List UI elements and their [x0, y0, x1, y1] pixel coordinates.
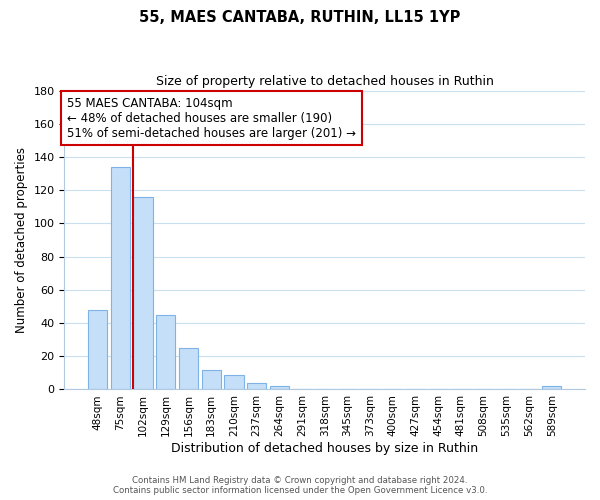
Text: Contains HM Land Registry data © Crown copyright and database right 2024.
Contai: Contains HM Land Registry data © Crown c… [113, 476, 487, 495]
X-axis label: Distribution of detached houses by size in Ruthin: Distribution of detached houses by size … [171, 442, 478, 455]
Title: Size of property relative to detached houses in Ruthin: Size of property relative to detached ho… [156, 75, 494, 88]
Bar [133, 197, 153, 390]
Bar [179, 348, 198, 390]
Bar [224, 374, 244, 390]
Bar [542, 386, 562, 390]
Bar [269, 386, 289, 390]
Text: 55 MAES CANTABA: 104sqm
← 48% of detached houses are smaller (190)
51% of semi-d: 55 MAES CANTABA: 104sqm ← 48% of detache… [67, 96, 356, 140]
Bar [88, 310, 107, 390]
Text: 55, MAES CANTABA, RUTHIN, LL15 1YP: 55, MAES CANTABA, RUTHIN, LL15 1YP [139, 10, 461, 25]
Bar [202, 370, 221, 390]
Bar [156, 314, 175, 390]
Bar [111, 167, 130, 390]
Bar [247, 383, 266, 390]
Y-axis label: Number of detached properties: Number of detached properties [15, 147, 28, 333]
